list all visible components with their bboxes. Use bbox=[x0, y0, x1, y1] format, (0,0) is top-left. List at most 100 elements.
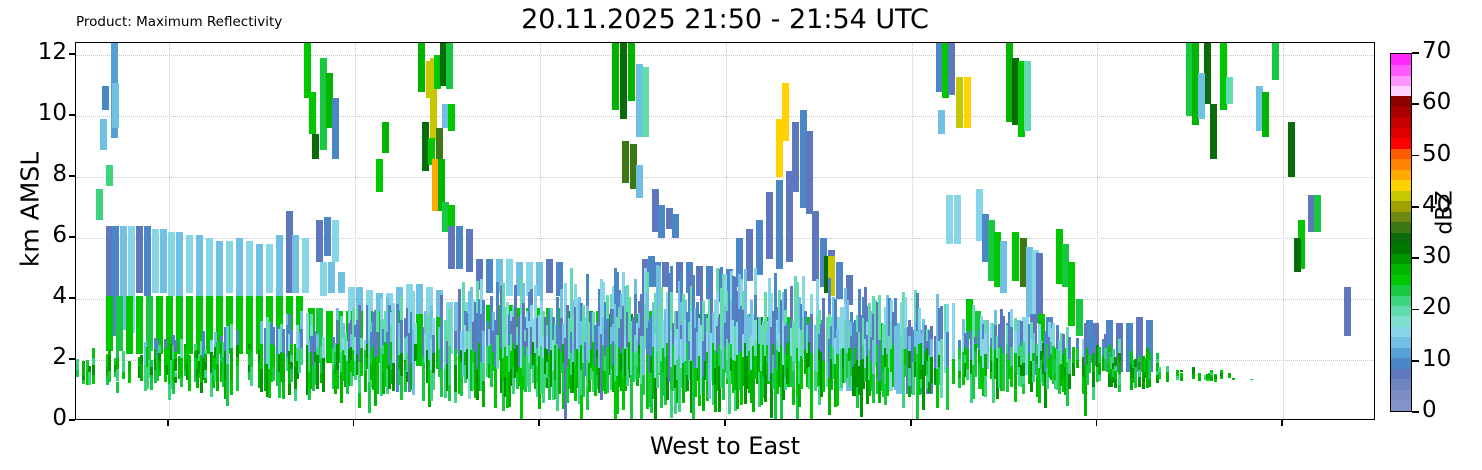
reflectivity-cell bbox=[448, 103, 455, 132]
reflectivity-cell bbox=[296, 325, 299, 348]
reflectivity-cell bbox=[496, 259, 503, 293]
reflectivity-cell bbox=[562, 343, 565, 364]
reflectivity-cell bbox=[442, 201, 449, 232]
reflectivity-cell bbox=[924, 361, 927, 376]
reflectivity-cell bbox=[592, 312, 595, 343]
reflectivity-cell bbox=[178, 360, 181, 364]
reflectivity-cell bbox=[114, 360, 117, 366]
reflectivity-cell bbox=[958, 358, 961, 372]
reflectivity-cell bbox=[150, 366, 153, 375]
reflectivity-cell bbox=[766, 330, 769, 346]
reflectivity-cell bbox=[184, 357, 187, 370]
reflectivity-cell bbox=[862, 344, 865, 360]
reflectivity-cell bbox=[454, 377, 457, 392]
reflectivity-cell bbox=[1018, 367, 1021, 387]
reflectivity-cell bbox=[1272, 43, 1279, 80]
reflectivity-cell bbox=[504, 322, 507, 348]
reflectivity-cell bbox=[724, 346, 727, 373]
reflectivity-cell bbox=[620, 43, 627, 120]
reflectivity-cell bbox=[1192, 373, 1195, 380]
reflectivity-cell bbox=[316, 365, 319, 379]
reflectivity-cell bbox=[888, 297, 891, 337]
reflectivity-cell bbox=[476, 369, 479, 401]
reflectivity-cell bbox=[154, 369, 157, 383]
reflectivity-cell bbox=[862, 359, 865, 390]
reflectivity-cell bbox=[1036, 377, 1039, 391]
reflectivity-cell bbox=[1042, 374, 1045, 387]
reflectivity-cell bbox=[196, 350, 199, 358]
reflectivity-cell bbox=[714, 385, 717, 413]
reflectivity-cell bbox=[872, 373, 875, 403]
reflectivity-cell bbox=[976, 189, 983, 242]
reflectivity-cell bbox=[866, 377, 869, 404]
reflectivity-cell bbox=[548, 308, 551, 331]
reflectivity-cell bbox=[140, 372, 143, 382]
reflectivity-cell bbox=[586, 386, 589, 411]
reflectivity-cell bbox=[804, 310, 807, 350]
reflectivity-cell bbox=[388, 304, 391, 332]
gridline-vertical bbox=[1283, 43, 1285, 419]
reflectivity-cell bbox=[802, 276, 805, 317]
reflectivity-cell bbox=[106, 164, 113, 187]
reflectivity-cell bbox=[1002, 315, 1005, 335]
reflectivity-cell bbox=[652, 370, 655, 400]
reflectivity-cell bbox=[708, 332, 711, 400]
reflectivity-cell bbox=[658, 265, 661, 306]
reflectivity-cell bbox=[106, 366, 109, 377]
reflectivity-cell bbox=[308, 388, 311, 401]
reflectivity-cell bbox=[100, 119, 107, 150]
reflectivity-cell bbox=[428, 295, 431, 315]
reflectivity-cell bbox=[842, 315, 845, 331]
reflectivity-cell bbox=[512, 317, 515, 344]
y-tick-label: 4 bbox=[52, 283, 67, 310]
reflectivity-cell bbox=[116, 381, 119, 394]
colorbar-tick-label: 10 bbox=[1422, 345, 1452, 372]
reflectivity-cell bbox=[904, 348, 907, 365]
reflectivity-cell bbox=[690, 286, 693, 311]
reflectivity-cell bbox=[550, 307, 553, 351]
reflectivity-cell bbox=[448, 225, 455, 269]
reflectivity-cell bbox=[136, 296, 143, 354]
reflectivity-cell bbox=[792, 388, 795, 406]
reflectivity-data-layer bbox=[76, 43, 1374, 419]
reflectivity-cell bbox=[414, 323, 417, 344]
reflectivity-cell bbox=[686, 342, 689, 376]
reflectivity-cell bbox=[722, 326, 725, 370]
reflectivity-cell bbox=[628, 296, 631, 343]
reflectivity-cell bbox=[808, 323, 811, 343]
reflectivity-cell bbox=[1072, 362, 1075, 377]
reflectivity-cell bbox=[782, 365, 785, 401]
reflectivity-cell bbox=[1298, 219, 1305, 269]
reflectivity-cell bbox=[194, 343, 197, 352]
reflectivity-cell bbox=[260, 368, 263, 392]
colorbar-tick-label: 20 bbox=[1422, 294, 1452, 321]
reflectivity-cell bbox=[930, 356, 933, 370]
reflectivity-cell bbox=[1060, 333, 1063, 364]
colorbar-segment bbox=[1391, 294, 1411, 307]
reflectivity-cell bbox=[334, 352, 337, 365]
reflectivity-cell bbox=[726, 291, 729, 311]
reflectivity-cell bbox=[196, 235, 203, 296]
reflectivity-cell bbox=[762, 365, 765, 377]
reflectivity-cell bbox=[294, 343, 297, 359]
reflectivity-cell bbox=[186, 353, 189, 358]
reflectivity-cell bbox=[288, 350, 291, 364]
reflectivity-cell bbox=[430, 58, 437, 141]
colorbar-segment bbox=[1391, 137, 1411, 149]
reflectivity-cell bbox=[614, 304, 617, 344]
reflectivity-cell bbox=[320, 358, 323, 373]
reflectivity-cell bbox=[1028, 324, 1031, 354]
reflectivity-cell bbox=[1038, 324, 1041, 368]
reflectivity-cell bbox=[1036, 390, 1039, 397]
reflectivity-cell bbox=[796, 362, 799, 396]
reflectivity-cell bbox=[712, 343, 715, 365]
reflectivity-cell bbox=[624, 306, 627, 336]
reflectivity-cell bbox=[746, 314, 749, 337]
reflectivity-cell bbox=[800, 304, 803, 330]
reflectivity-cell bbox=[926, 375, 929, 390]
colorbar-segment bbox=[1391, 378, 1411, 390]
reflectivity-cell bbox=[544, 316, 547, 348]
reflectivity-cell bbox=[150, 382, 153, 390]
reflectivity-cell bbox=[570, 267, 573, 303]
colorbar-segment bbox=[1391, 64, 1411, 76]
